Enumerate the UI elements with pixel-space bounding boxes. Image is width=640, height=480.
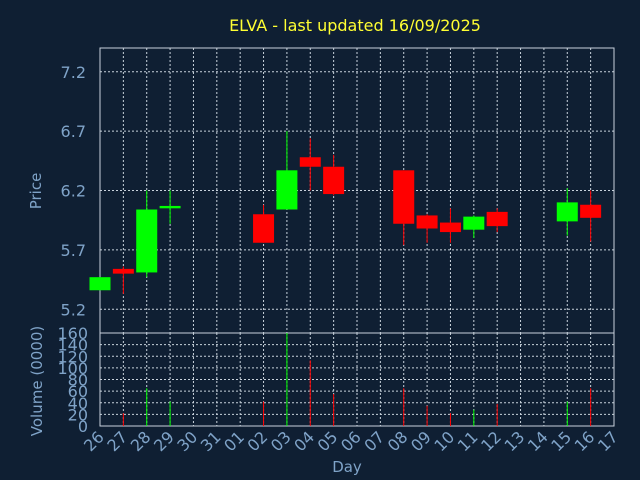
candle-16 — [580, 190, 602, 242]
candle-body — [463, 216, 485, 230]
price-panel: 5.2 5.7 6.2 6.7 7.2 — [61, 47, 615, 334]
candle-09 — [416, 214, 438, 243]
candle-body — [556, 202, 578, 222]
price-tick-label: 5.2 — [61, 300, 86, 319]
candle-02 — [253, 204, 275, 243]
volume-tick-label: 20 — [68, 405, 88, 424]
price-tick-label: 7.2 — [61, 63, 86, 82]
candle-body — [416, 215, 438, 229]
candle-body — [136, 209, 158, 273]
x-axis: 2627282930310102030405060708091011121314… — [80, 427, 622, 455]
candle-body — [276, 170, 298, 210]
candle-05 — [323, 154, 345, 196]
volume-tick-label: 120 — [57, 347, 88, 366]
volume-tick-label: 40 — [68, 394, 88, 413]
candle-body — [393, 170, 415, 224]
volume-tick-label: 0 — [78, 417, 88, 436]
candle-10 — [439, 208, 461, 243]
candle-body — [89, 277, 111, 291]
volume-tick-label: 160 — [57, 324, 88, 343]
candle-12 — [486, 208, 508, 233]
candle-29 — [159, 190, 181, 224]
candle-28 — [136, 190, 158, 278]
candle-body — [159, 205, 181, 209]
chart-title: ELVA - last updated 16/09/2025 — [229, 16, 481, 35]
candle-08 — [393, 170, 415, 246]
volume-tick-label: 100 — [57, 359, 88, 378]
price-tick-label: 6.7 — [61, 122, 86, 141]
candle-11 — [463, 215, 485, 238]
volume-axis-label: Volume (0000) — [28, 326, 46, 436]
candle-15 — [556, 188, 578, 236]
candle-body — [486, 211, 508, 227]
candle-27 — [112, 266, 134, 294]
volume-tick-label: 80 — [68, 371, 88, 390]
candle-body — [580, 204, 602, 218]
candle-body — [299, 157, 321, 167]
candle-body — [253, 214, 275, 243]
price-tick-label: 5.7 — [61, 241, 86, 260]
volume-tick-label: 140 — [57, 336, 88, 355]
candle-body — [323, 166, 345, 195]
candle-03 — [276, 131, 298, 210]
volume-frame — [99, 332, 615, 427]
candle-04 — [299, 138, 321, 191]
candle-26 — [89, 277, 111, 291]
candle-body — [439, 222, 461, 233]
x-axis-label: Day — [332, 458, 362, 476]
x-tick-label: 17 — [594, 427, 622, 455]
price-axis-label: Price — [27, 173, 45, 210]
candle-body — [112, 268, 134, 274]
price-tick-label: 6.2 — [61, 182, 86, 201]
volume-tick-label: 60 — [68, 382, 88, 401]
